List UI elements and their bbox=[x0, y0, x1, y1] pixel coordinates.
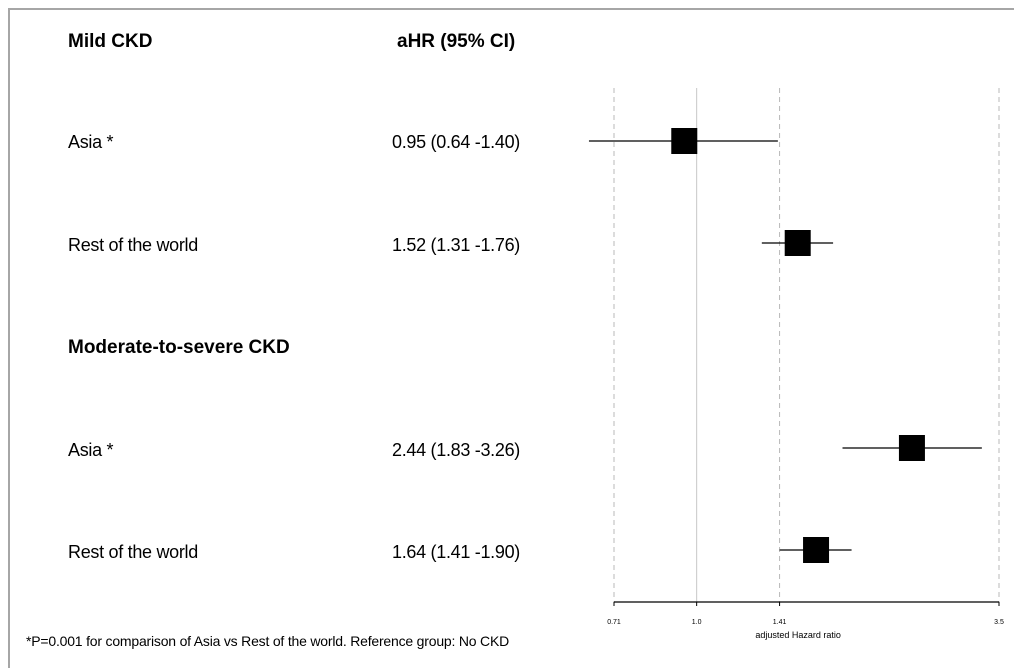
row-estimate-3: 2.44 (1.83 -3.26) bbox=[392, 440, 520, 460]
row-label-1: Asia * bbox=[68, 132, 114, 152]
hr-marker-1 bbox=[671, 128, 698, 154]
row-estimate-1: 0.95 (0.64 -1.40) bbox=[392, 132, 520, 152]
hr-marker-3 bbox=[898, 435, 925, 461]
group-header-moderate-severe-ckd: Moderate-to-severe CKD bbox=[68, 337, 290, 358]
group-header-mild-ckd: Mild CKD bbox=[68, 31, 153, 52]
estimate-column-header: aHR (95% CI) bbox=[397, 31, 516, 52]
x-tick-label-1: 0.71 bbox=[607, 619, 621, 626]
row-estimate-2: 1.52 (1.31 -1.76) bbox=[392, 235, 520, 255]
hr-marker-4 bbox=[803, 537, 830, 563]
gridlines bbox=[613, 88, 1000, 602]
footnote: *P=0.001 for comparison of Asia vs Rest … bbox=[26, 633, 510, 649]
x-tick-label-2: 1.0 bbox=[692, 619, 702, 626]
plot-marks bbox=[588, 128, 982, 563]
hr-marker-2 bbox=[784, 230, 811, 256]
x-tick-label-4: 3.5 bbox=[994, 619, 1004, 626]
row-label-3: Asia * bbox=[68, 440, 114, 460]
row-label-2: Rest of the world bbox=[68, 235, 198, 255]
figure-frame bbox=[8, 8, 1014, 668]
row-estimate-4: 1.64 (1.41 -1.90) bbox=[392, 542, 520, 562]
x-tick-label-3: 1.41 bbox=[773, 619, 787, 626]
x-axis: 0.71 1.0 1.41 3.5 adjusted Hazard ratio bbox=[607, 601, 1004, 640]
row-label-4: Rest of the world bbox=[68, 542, 198, 562]
x-axis-title: adjusted Hazard ratio bbox=[755, 630, 841, 640]
